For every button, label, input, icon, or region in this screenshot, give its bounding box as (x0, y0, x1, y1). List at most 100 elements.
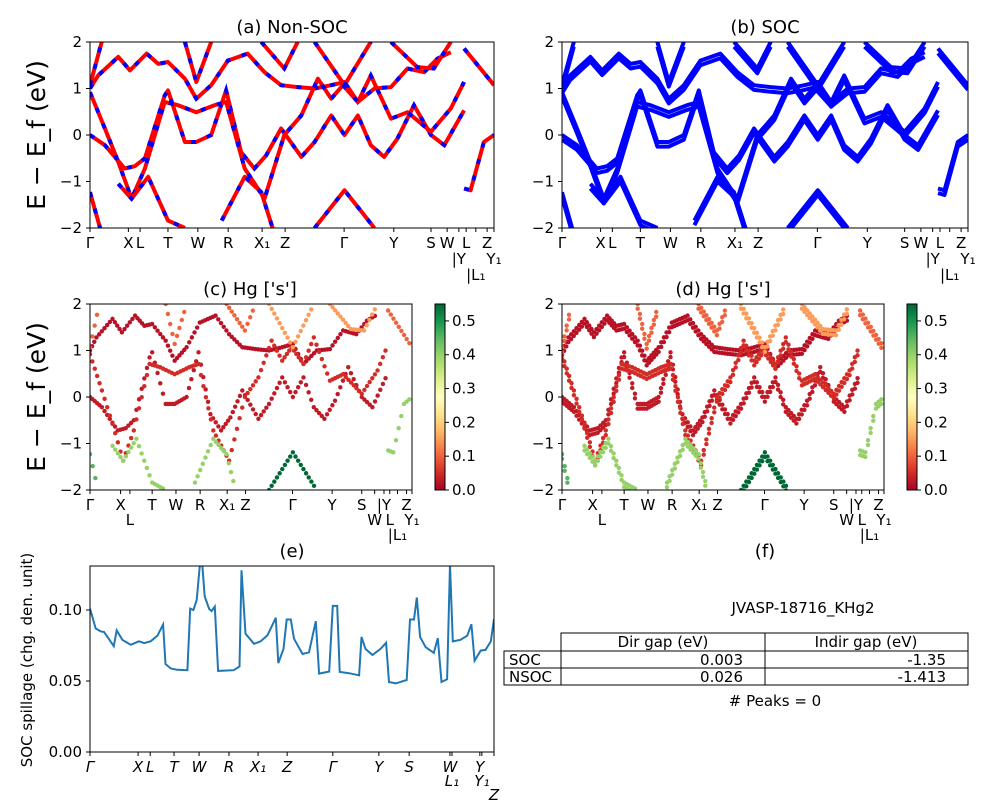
y-tick-label: −1 (60, 435, 82, 453)
projection-point (272, 311, 277, 316)
projection-point (230, 409, 235, 415)
x-tick-label: L (136, 234, 145, 252)
panel-a-ylabel: E − E_f (eV) (22, 60, 51, 210)
projection-point (577, 409, 582, 415)
projection-point (611, 395, 616, 400)
projection-point (221, 448, 227, 454)
projection-point (258, 367, 264, 373)
band-line-soc (863, 42, 927, 71)
projection-point (696, 306, 701, 311)
y-tick-label: 0 (72, 126, 82, 144)
band-line-soc (562, 46, 576, 91)
projection-point (280, 466, 285, 472)
panel-c-title: (c) Hg ['s'] (203, 279, 297, 300)
projection-point (712, 405, 717, 410)
projection-point (757, 463, 762, 468)
projection-point (107, 319, 113, 325)
projection-point (229, 309, 234, 314)
projection-point (211, 428, 216, 433)
band-line-soc (732, 45, 773, 76)
projection-point (566, 378, 572, 383)
projection-point (562, 451, 565, 457)
projection-point (781, 484, 786, 489)
projection-point (393, 320, 399, 325)
projection-point (759, 353, 764, 358)
projection-point (562, 345, 565, 350)
projection-point (256, 416, 261, 422)
projection-point (696, 332, 701, 338)
projection-point (272, 391, 277, 396)
projection-point (582, 426, 587, 431)
projection-point (678, 406, 683, 411)
y-tick-label: −2 (532, 481, 554, 499)
projection-point (562, 456, 565, 462)
projection-point (664, 334, 669, 340)
panel-d-plot-area (562, 304, 884, 490)
projection-point (876, 341, 881, 346)
projection-point (796, 416, 802, 422)
projection-point (603, 432, 608, 438)
x-tick-label: Y₁ (474, 772, 489, 790)
x-tick-label: |Y (926, 250, 941, 268)
y-tick-label: 1 (72, 342, 82, 360)
projection-point (240, 324, 245, 329)
projection-point (672, 466, 678, 471)
projection-point (128, 435, 134, 441)
projection-point (685, 444, 691, 449)
projection-point (338, 314, 343, 319)
projection-point (614, 388, 619, 393)
projection-point (126, 423, 131, 428)
projection-point (871, 418, 876, 423)
projection-point (232, 313, 237, 318)
band-line-soc-overlay (389, 42, 453, 71)
projection-point (773, 375, 778, 380)
projection-point (855, 375, 860, 381)
projection-point (97, 381, 102, 386)
x-tick-label: T (147, 496, 158, 514)
projection-point (775, 387, 781, 392)
projection-point (839, 384, 844, 389)
projection-point (632, 486, 638, 490)
projection-point (592, 463, 598, 468)
projection-point (738, 304, 744, 307)
colorbar-tick-label: 0.0 (452, 481, 476, 499)
band-line-soc (655, 45, 686, 89)
projection-point (322, 364, 327, 369)
projection-point (754, 384, 760, 390)
projection-point (107, 413, 113, 418)
projection-point (160, 486, 166, 490)
projection-point (332, 398, 338, 403)
colorbar-tick-label: 0.4 (924, 346, 948, 364)
projection-point (649, 325, 654, 331)
projection-point (868, 425, 873, 431)
projection-point (778, 394, 783, 400)
projection-point (562, 463, 567, 469)
projection-point (736, 357, 741, 363)
projection-point (285, 458, 290, 463)
projection-point (844, 307, 850, 312)
projection-point (738, 406, 744, 411)
projection-point (306, 475, 311, 480)
projection-point (773, 379, 778, 385)
projection-point (311, 350, 317, 356)
x-tick-label: Γ (86, 234, 95, 252)
projection-point (284, 351, 290, 357)
projection-point (213, 313, 218, 318)
projection-point (123, 454, 129, 459)
projection-point (807, 340, 813, 345)
projection-point (683, 432, 688, 438)
projection-point (155, 328, 160, 333)
projection-point (250, 308, 256, 313)
projection-point (717, 326, 722, 331)
projection-point (306, 348, 311, 353)
projection-point (691, 450, 696, 455)
band-line-soc (692, 179, 747, 228)
y-tick-label: 0.00 (49, 743, 82, 761)
projection-point (637, 316, 643, 321)
projection-point (311, 335, 316, 340)
table-cell: -1.35 (907, 651, 946, 669)
projection-point (770, 384, 776, 390)
panel-f-title: (f) (755, 541, 775, 562)
projection-point (272, 479, 277, 484)
projection-point (274, 475, 280, 480)
